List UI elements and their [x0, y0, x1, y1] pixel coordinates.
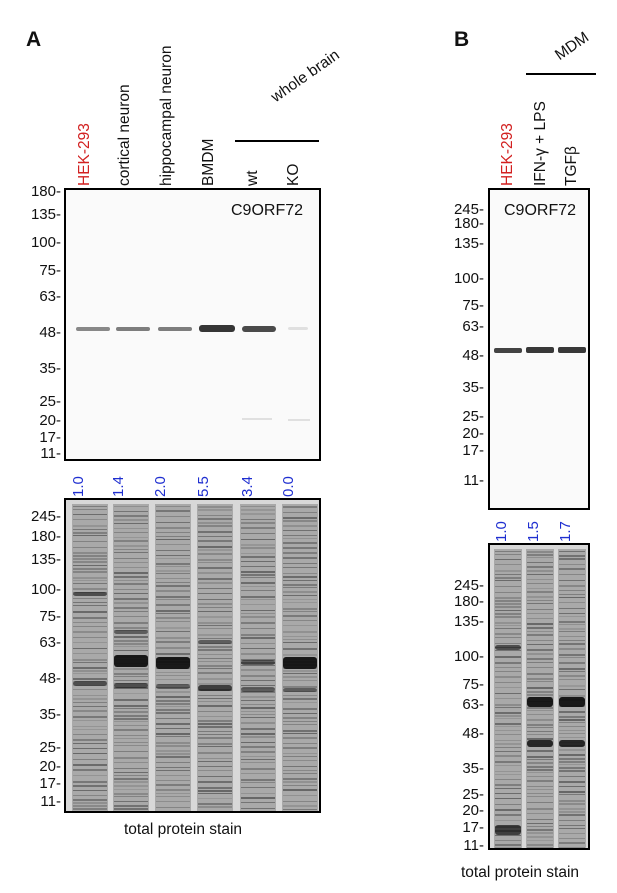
stain-a-lanes [66, 500, 319, 811]
lane-label-cortical-neuron: cortical neuron [116, 84, 133, 186]
mw-marker: 25- [462, 408, 484, 425]
lane-label-bmdm: BMDM [200, 138, 217, 186]
quant-value: 0.0 [280, 476, 297, 497]
blot-b-title: C9ORF72 [504, 202, 577, 219]
quant-value: 1.0 [493, 521, 510, 542]
mw-marker: 48- [462, 725, 484, 742]
mw-marker: 135- [30, 551, 61, 568]
group-label-whole-brain: whole brain [268, 46, 343, 106]
mw-marker: 63- [462, 696, 484, 713]
mw-marker: 180- [30, 528, 61, 545]
mw-marker: 17- [39, 429, 61, 446]
blot-a-title: C9ORF72 [231, 202, 304, 219]
lane-label-hek293: HEK-293 [76, 123, 93, 186]
mw-marker: 100- [30, 234, 61, 251]
mw-marker: 135- [453, 235, 484, 252]
quant-value: 1.4 [110, 476, 127, 497]
group-bracket-whole-brain [235, 140, 319, 142]
lane-label-wt: wt [244, 170, 261, 187]
mw-marker: 20- [462, 802, 484, 819]
mw-marker: 35- [39, 706, 61, 723]
mw-marker: 63- [39, 634, 61, 651]
mw-marker: 11- [463, 837, 484, 854]
stain-b-caption: total protein stain [461, 864, 580, 881]
mw-marker: 20- [39, 758, 61, 775]
mw-marker: 35- [39, 360, 61, 377]
mw-marker: 245- [453, 577, 484, 594]
quant-value: 3.4 [239, 476, 256, 497]
mw-marker: 180- [30, 183, 61, 200]
mw-marker: 20- [462, 425, 484, 442]
mw-marker: 75- [462, 297, 484, 314]
stain-b-lanes [490, 545, 588, 848]
lane-label-ko: KO [285, 163, 302, 186]
group-label-mdm: MDM [552, 28, 593, 64]
mw-marker: 180- [453, 215, 484, 232]
mw-marker: 17- [462, 819, 484, 836]
lane-label-hippocampal-neuron: hippocampal neuron [158, 45, 175, 186]
mw-marker: 135- [30, 206, 61, 223]
mw-marker: 17- [39, 775, 61, 792]
lane-label-ifn-lps: IFN-γ + LPS [532, 101, 549, 186]
band-c9orf72 [76, 325, 308, 332]
group-bracket-mdm [526, 73, 596, 75]
mw-marker: 63- [39, 288, 61, 305]
lane-label-hek293-b: HEK-293 [499, 123, 516, 186]
mw-marker: 75- [39, 608, 61, 625]
blot-b-c9orf72: C9ORF72 [488, 188, 590, 510]
mw-marker: 17- [462, 442, 484, 459]
mw-marker: 48- [39, 324, 61, 341]
mw-marker: 48- [39, 670, 61, 687]
mw-marker: 180- [453, 593, 484, 610]
mw-marker: 35- [462, 379, 484, 396]
mw-marker: 135- [453, 613, 484, 630]
mw-marker: 100- [30, 581, 61, 598]
mw-marker: 11- [40, 445, 61, 462]
lane-label-tgfb: TGFβ [563, 146, 580, 186]
mw-marker: 20- [39, 412, 61, 429]
mw-marker: 245- [453, 201, 484, 218]
mw-marker: 25- [462, 786, 484, 803]
quant-value: 1.5 [525, 521, 542, 542]
mw-marker: 75- [462, 676, 484, 693]
quant-value: 5.5 [195, 476, 212, 497]
mw-marker: 25- [39, 739, 61, 756]
mw-marker: 75- [39, 262, 61, 279]
quant-value: 1.7 [557, 521, 574, 542]
mw-marker: 25- [39, 393, 61, 410]
mw-marker: 100- [453, 270, 484, 287]
blot-b-bands [490, 190, 588, 508]
mw-marker: 63- [462, 318, 484, 335]
mw-marker: 245- [30, 508, 61, 525]
mw-marker: 48- [462, 347, 484, 364]
stain-b-total-protein [488, 543, 590, 850]
quant-value: 2.0 [152, 476, 169, 497]
quant-value: 1.0 [70, 476, 87, 497]
blot-a-c9orf72: C9ORF72 [64, 188, 321, 461]
blot-a-bands [66, 190, 319, 459]
mw-marker: 11- [40, 793, 61, 810]
mw-marker: 100- [453, 648, 484, 665]
stain-a-caption: total protein stain [124, 821, 243, 838]
mw-marker: 11- [463, 472, 484, 489]
stain-a-total-protein [64, 498, 321, 813]
band-c9orf72 [494, 347, 586, 353]
panel-b-letter: B [454, 28, 470, 51]
mw-marker: 35- [462, 760, 484, 777]
panel-a-letter: A [26, 28, 42, 51]
